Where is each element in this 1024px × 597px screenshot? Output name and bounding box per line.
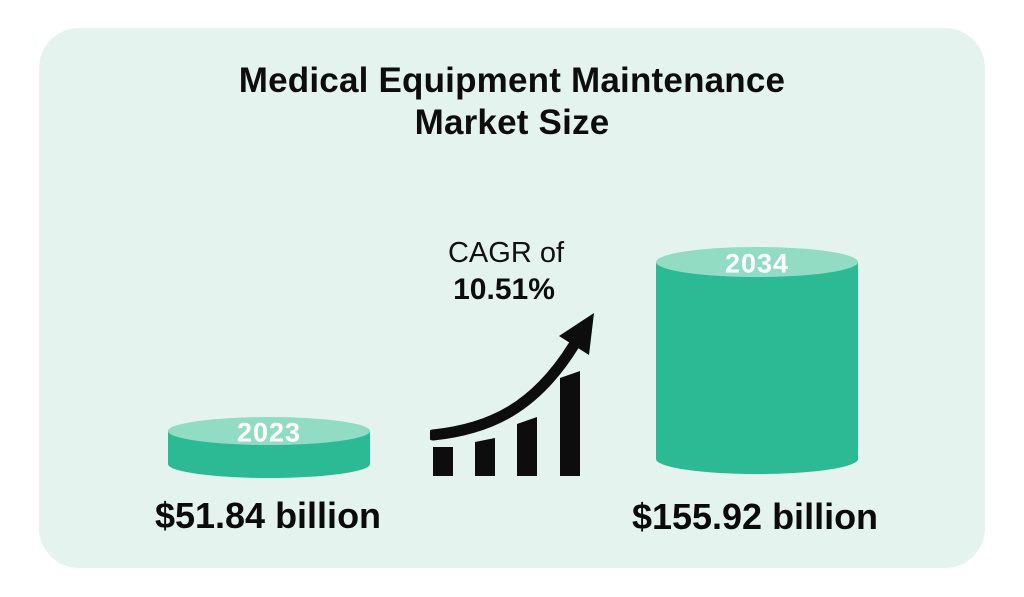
cylinder-2023-top [168,417,370,445]
growth-trend-arrow-icon [430,313,594,476]
chart-title: Medical Equipment Maintenance Market Siz… [0,60,1024,144]
year-label-2023: 2023 [236,417,302,448]
chart-title-line2: Market Size [414,103,610,142]
growth-bar-4 [560,371,580,476]
cagr-value-label: 10.51% [453,273,555,306]
growth-arrowhead [559,313,594,355]
cylinder-2034 [656,247,858,474]
growth-bar-2 [475,438,495,476]
growth-bar-3 [517,417,537,476]
cylinder-2034-body [656,262,858,459]
cylinder-2023 [168,417,370,478]
market-value-2034: $155.92 billion [631,496,879,537]
growth-curve [430,339,580,441]
cagr-prefix-label: CAGR of [447,237,565,269]
year-label-2034: 2034 [724,248,790,279]
market-value-2023: $51.84 billion [154,495,382,536]
cylinder-2034-top [656,247,858,277]
chart-title-line1: Medical Equipment Maintenance [238,61,786,100]
growth-bar-1 [433,447,453,476]
